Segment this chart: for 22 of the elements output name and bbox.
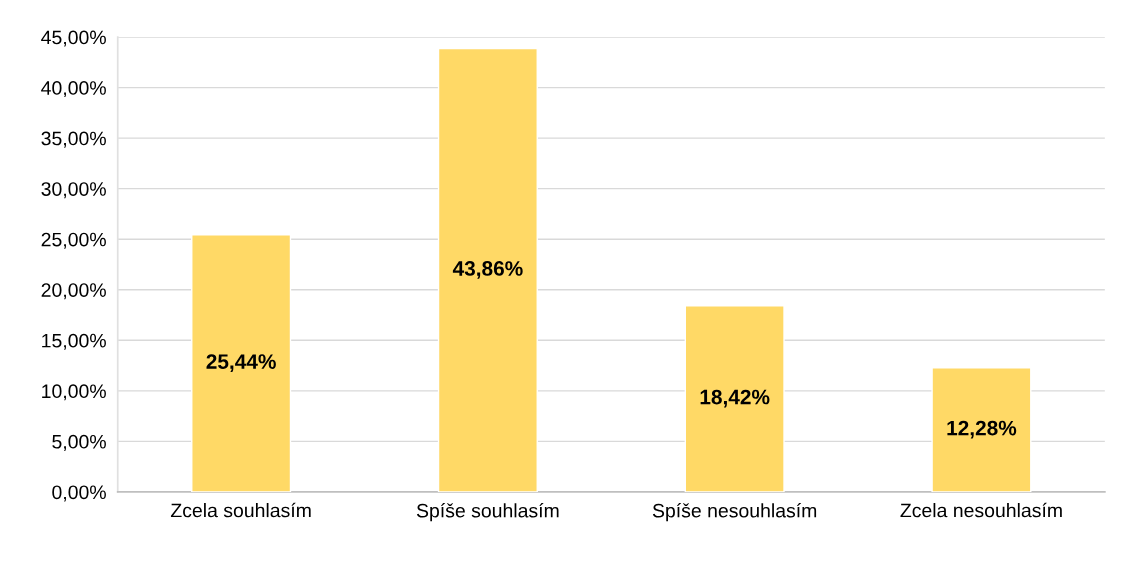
y-tick-label: 30,00% <box>41 182 106 199</box>
y-tick-label: 10,00% <box>42 384 106 401</box>
y-tick-label: 40,00% <box>41 81 106 98</box>
y-tick-label: 15,00% <box>42 333 106 350</box>
y-tick-label: 5,00% <box>52 434 106 451</box>
bar <box>437 47 538 492</box>
y-tick-label: 25,00% <box>41 232 106 249</box>
data-label: 25,44% <box>206 354 276 372</box>
y-tick-label: 35,00% <box>41 131 106 148</box>
bar <box>684 305 785 492</box>
data-label: 18,42% <box>700 389 770 408</box>
y-tick-label: 20,00% <box>41 283 106 300</box>
y-tick-label: 0,00% <box>52 485 106 502</box>
bar <box>191 234 292 492</box>
x-tick-label: Zcela souhlasím <box>170 502 311 518</box>
x-tick-label: Spíše nesouhlasím <box>652 503 817 522</box>
bar <box>931 367 1032 492</box>
x-tick-label: Spíše souhlasím <box>416 503 559 522</box>
data-label: 43,86% <box>452 261 523 279</box>
y-tick-label: 45,00% <box>41 30 106 47</box>
x-tick-label: Zcela nesouhlasím <box>900 502 1062 518</box>
data-label: 12,28% <box>947 420 1017 439</box>
